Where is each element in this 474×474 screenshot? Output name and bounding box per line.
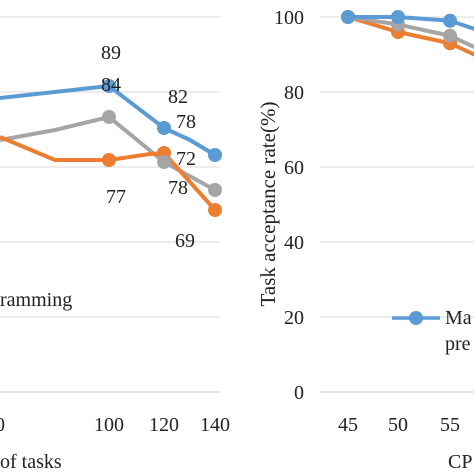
right-x-axis-label: CP: [448, 451, 472, 473]
right-series-line-gray: [347, 15, 474, 50]
left-data-label: 72: [176, 148, 196, 170]
left-point-orange: [102, 153, 116, 167]
right-legend: Ma pre: [392, 307, 472, 355]
left-legend-fragment: ramming: [0, 289, 72, 311]
left-data-label: 78: [176, 111, 196, 133]
left-point-blue: [102, 79, 116, 93]
legend-label-2: pre: [445, 333, 471, 355]
right-x-tick-labels: 45 50 55: [338, 414, 460, 436]
left-point-gray: [208, 183, 222, 197]
right-point-blue: [443, 13, 457, 28]
right-y-tick-label: 20: [284, 307, 304, 329]
right-series-group: [341, 10, 474, 57]
left-data-label: 82: [168, 86, 188, 108]
right-y-tick-label: 0: [294, 382, 304, 404]
left-point-gray: [102, 110, 116, 124]
right-y-tick-labels: 100 80 60 40 20 0: [274, 7, 304, 404]
right-y-tick-label: 80: [284, 82, 304, 104]
right-y-axis-label: Task acceptance rate(%): [256, 102, 280, 307]
left-x-tick-label: 0: [0, 414, 5, 436]
right-point-gray: [443, 28, 457, 43]
right-point-blue: [391, 10, 405, 24]
left-data-label: 89: [101, 42, 121, 64]
left-point-orange: [208, 203, 222, 217]
right-series-line-blue: [348, 15, 474, 31]
right-x-tick-label: 55: [440, 414, 460, 436]
left-data-label: 84: [101, 74, 121, 96]
right-y-tick-label: 60: [284, 157, 304, 179]
legend-dot-marker: [409, 311, 423, 325]
left-data-label: 69: [175, 230, 195, 252]
right-y-tick-label: 40: [284, 232, 304, 254]
right-y-tick-label: 100: [274, 7, 304, 29]
left-point-blue: [208, 148, 222, 162]
left-x-tick-label: 100: [94, 414, 124, 436]
left-point-blue: [157, 121, 171, 135]
right-series-line-orange: [347, 15, 474, 57]
left-data-label: 77: [106, 186, 126, 208]
legend-label-1: Ma: [445, 307, 472, 329]
right-x-tick-label: 45: [338, 414, 358, 436]
right-chart: 100 80 60 40 20 0 Task acceptance rate(%) 45 5…: [256, 7, 474, 473]
left-x-tick-labels: 0 100 120 140: [0, 414, 230, 436]
left-series-line-orange: [0, 135, 217, 212]
left-point-gray: [157, 155, 171, 169]
left-x-tick-label: 120: [149, 414, 179, 436]
left-x-tick-label: 140: [200, 414, 230, 436]
left-chart: 0 100 120 140 of tasks ramming 89 84 82 78 78 72…: [0, 16, 230, 473]
left-x-axis-label: of tasks: [0, 451, 62, 473]
left-data-label: 78: [168, 177, 188, 199]
left-series-group: [0, 79, 222, 217]
left-data-labels: 89 84 82 78 78 72 77 69: [101, 42, 196, 252]
right-x-tick-label: 50: [388, 414, 408, 436]
right-point-blue: [341, 10, 355, 24]
